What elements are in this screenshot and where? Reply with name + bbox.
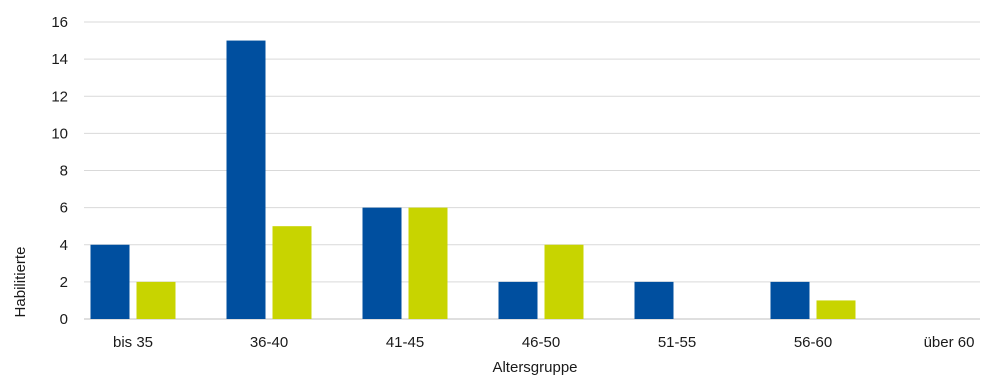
y-tick-label: 10	[51, 125, 68, 142]
y-axis-title: Habilitierte	[12, 247, 29, 318]
x-tick-label: über 60	[924, 334, 975, 351]
y-tick-label: 8	[60, 163, 68, 180]
bar-series-2	[816, 300, 856, 319]
x-axis-title: Altersgruppe	[492, 359, 577, 376]
y-tick-label: 0	[60, 311, 68, 328]
y-tick-label: 2	[60, 274, 68, 291]
bar-series-2	[408, 207, 448, 319]
bar-series-1	[90, 244, 130, 319]
bar-series-1	[770, 281, 810, 319]
x-axis-ticks: bis 35 36-40 41-45 46-50 51-55 56-60 über 60	[113, 334, 974, 351]
x-tick-label: 36-40	[250, 334, 288, 351]
bars	[90, 40, 856, 319]
y-axis-ticks: 0 2 4 6 8 10 12 14 16	[51, 14, 68, 328]
y-tick-label: 12	[51, 88, 68, 105]
bar-series-1	[498, 281, 538, 319]
x-tick-label: bis 35	[113, 334, 153, 351]
x-tick-label: 41-45	[386, 334, 424, 351]
gridlines	[84, 21, 980, 320]
bar-series-1	[634, 281, 674, 319]
y-tick-label: 14	[51, 51, 68, 68]
bar-series-2	[272, 226, 312, 319]
x-tick-label: 51-55	[658, 334, 696, 351]
bar-series-2	[544, 244, 584, 319]
bar-series-1	[362, 207, 402, 319]
x-tick-label: 46-50	[522, 334, 560, 351]
y-tick-label: 16	[51, 14, 68, 31]
y-tick-label: 4	[60, 237, 68, 254]
x-tick-label: 56-60	[794, 334, 832, 351]
y-tick-label: 6	[60, 200, 68, 217]
bar-series-2	[136, 281, 176, 319]
bar-series-1	[226, 40, 266, 319]
